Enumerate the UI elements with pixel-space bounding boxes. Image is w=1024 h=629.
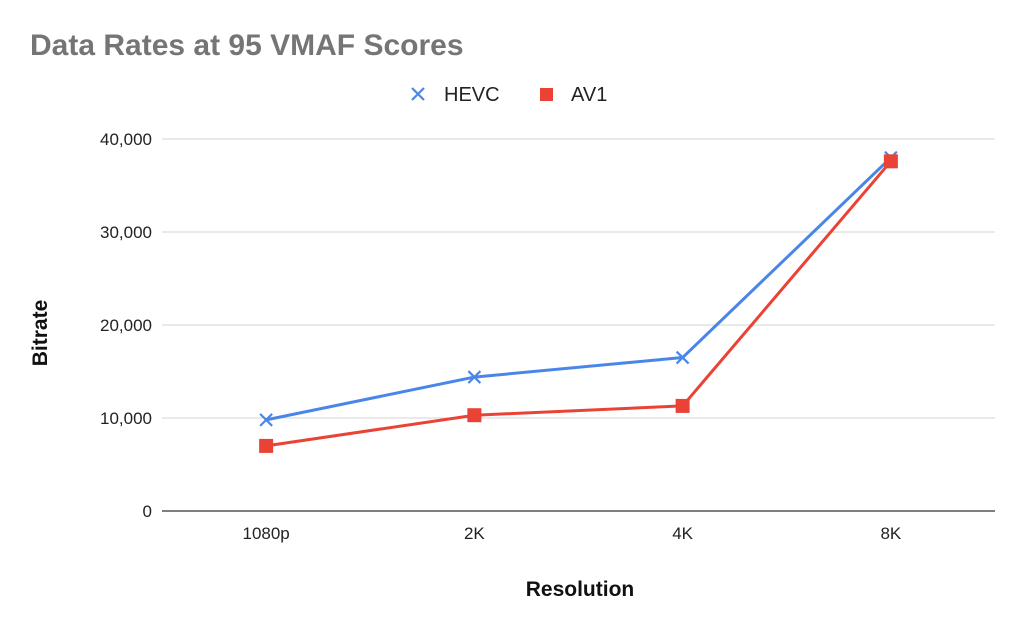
x-axis-ticks: 1080p 2K 4K 8K xyxy=(242,524,901,543)
y-axis-title: Bitrate xyxy=(29,300,52,367)
y-tick-label: 30,000 xyxy=(100,223,152,242)
y-tick-label: 0 xyxy=(143,502,152,521)
data-point-hevc xyxy=(259,413,273,427)
data-point-hevc xyxy=(467,370,482,384)
series-hevc xyxy=(259,150,898,427)
x-tick-label: 4K xyxy=(672,524,693,543)
x-axis-title: Resolution xyxy=(526,578,635,601)
legend-av1-square-icon xyxy=(540,88,553,101)
data-point-hevc xyxy=(675,350,690,365)
series xyxy=(259,150,898,453)
chart-title: Data Rates at 95 VMAF Scores xyxy=(30,29,464,62)
legend: HEVC AV1 xyxy=(411,84,607,106)
legend-item-hevc: HEVC xyxy=(411,84,500,106)
legend-label-av1: AV1 xyxy=(571,84,607,106)
data-point-av1 xyxy=(675,398,690,413)
legend-label-hevc: HEVC xyxy=(444,84,500,106)
data-point-av1 xyxy=(883,154,898,169)
x-tick-label: 1080p xyxy=(242,524,289,543)
legend-item-av1: AV1 xyxy=(540,84,607,106)
legend-hevc-x-icon xyxy=(411,87,425,101)
y-tick-label: 20,000 xyxy=(100,316,152,335)
gridlines xyxy=(162,138,995,512)
x-tick-label: 2K xyxy=(464,524,485,543)
series-line-av1 xyxy=(264,159,893,448)
y-axis-ticks: 0 10,000 20,000 30,000 40,000 xyxy=(100,130,152,521)
series-av1 xyxy=(259,154,898,453)
y-tick-label: 10,000 xyxy=(100,409,152,428)
data-point-av1 xyxy=(467,408,482,423)
series-line-hevc xyxy=(264,156,893,422)
x-tick-label: 8K xyxy=(880,524,901,543)
y-tick-label: 40,000 xyxy=(100,130,152,149)
data-point-av1 xyxy=(259,438,274,453)
